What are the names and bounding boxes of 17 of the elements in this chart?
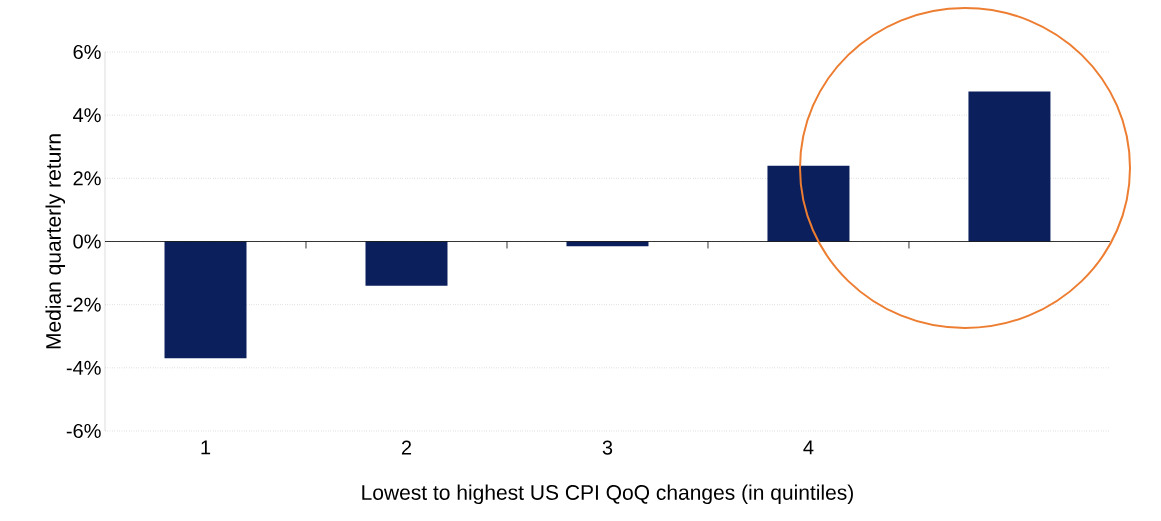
bar (365, 241, 448, 286)
y-axis-title: Median quarterly return (45, 134, 66, 349)
y-tick-label: -6% (66, 423, 101, 439)
x-tick-label: 1 (201, 440, 211, 455)
x-tick-label: 4 (803, 440, 814, 455)
bar (968, 91, 1051, 242)
x-axis-title: Lowest to highest US CPI QoQ changes (in quintiles) (362, 484, 853, 505)
x-tick-label: 2 (401, 440, 412, 455)
y-tick-label: 2% (73, 171, 101, 186)
bar (164, 241, 247, 359)
y-tick-label: 4% (73, 108, 101, 123)
y-tick-label: -4% (66, 360, 101, 375)
y-tick-label: 0% (73, 234, 101, 249)
x-tick-label: 3 (602, 440, 613, 455)
bar (767, 165, 850, 242)
y-tick-label: 6% (73, 44, 101, 60)
y-tick-label: -2% (66, 297, 101, 312)
